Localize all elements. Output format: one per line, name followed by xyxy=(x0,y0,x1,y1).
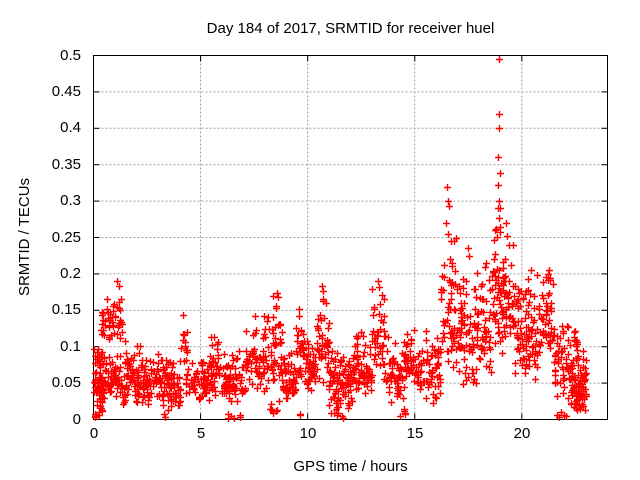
x-axis-label: GPS time / hours xyxy=(293,458,408,475)
y-tick-label: 0.2 xyxy=(60,265,81,282)
y-tick-label: 0.5 xyxy=(60,47,81,64)
x-tick-label: 20 xyxy=(513,425,531,442)
y-tick-label: 0.05 xyxy=(51,374,81,391)
x-tick-label: 10 xyxy=(299,425,317,442)
y-tick-label: 0.3 xyxy=(60,192,81,209)
chart-title: Day 184 of 2017, SRMTID for receiver hue… xyxy=(206,20,495,37)
y-tick-label: 0.35 xyxy=(51,156,81,173)
x-tick-label: 5 xyxy=(196,425,206,442)
y-tick-label: 0.1 xyxy=(60,338,81,355)
scatter-points xyxy=(91,56,590,422)
plot-border xyxy=(93,55,608,420)
y-tick-label: 0.15 xyxy=(51,301,81,318)
y-tick-label: 0.45 xyxy=(51,83,81,100)
y-tick-label: 0.25 xyxy=(51,229,81,246)
y-tick-label: 0.4 xyxy=(60,119,81,136)
y-tick-label: 0 xyxy=(72,411,81,428)
x-tick-label: 15 xyxy=(406,425,424,442)
x-tick-label: 0 xyxy=(89,425,99,442)
